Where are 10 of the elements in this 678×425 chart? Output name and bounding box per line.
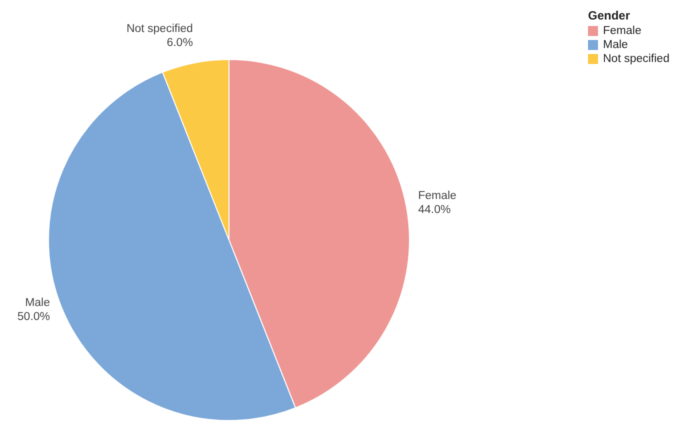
data-label: 6.0% (166, 36, 193, 49)
data-label: 44.0% (418, 204, 451, 216)
legend-label: Male (603, 38, 628, 51)
legend-label: Not specified (603, 52, 670, 65)
data-label: 50.0% (17, 310, 50, 323)
slice-label: Not specified (126, 22, 193, 35)
slice-label: Male (25, 296, 50, 309)
slice-label: Female (418, 190, 456, 202)
legend-title: Gender (588, 8, 630, 22)
legend-label: Female (603, 24, 642, 37)
